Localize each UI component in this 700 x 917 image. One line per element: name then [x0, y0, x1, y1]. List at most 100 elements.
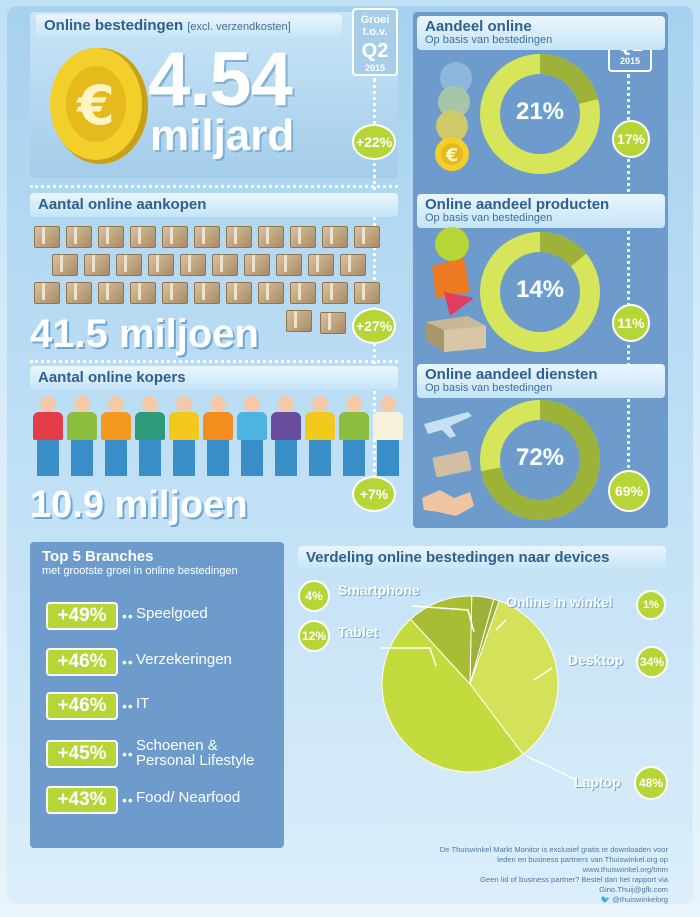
parcel-box-icon: [148, 254, 174, 276]
parcel-box-icon: [130, 226, 156, 248]
parcel-box-icon: [212, 254, 238, 276]
growth-tag-line1: Groei: [360, 14, 390, 26]
pie-leader-lines: [380, 605, 577, 781]
svg-text:€: €: [445, 145, 459, 166]
buyers-value: 10.9 miljoen: [30, 484, 248, 526]
share-products-title: Online aandeel producten: [425, 196, 610, 213]
growth-tag-line2: t.o.v.: [362, 26, 388, 38]
branch-growth: +45%: [46, 740, 118, 768]
parcel-box-icon: [258, 282, 284, 304]
laptop-label: Laptop: [574, 774, 621, 790]
desktop-pct: 34%: [636, 646, 668, 678]
desktop-label: Desktop: [568, 652, 624, 668]
branch-label: IT: [136, 695, 150, 712]
parcel-box-icon: [180, 254, 206, 276]
footer-twitter-handle[interactable]: @thuiswinkelorg: [612, 895, 668, 904]
euro-coin-icon: €: [50, 48, 148, 164]
parcel-box-icon: [162, 226, 188, 248]
buyers-title: Aantal online kopers: [30, 366, 398, 390]
parcel-box-icon: [98, 226, 124, 248]
person-icon: [168, 396, 200, 476]
parcel-box-icon: [308, 254, 334, 276]
branch-label: Food/ Nearfood: [136, 789, 241, 806]
footer-line3: Geen lid of business partner? Bestel dan…: [480, 875, 668, 894]
share-services-header: Online aandeel diensten Op basis van bes…: [417, 364, 665, 398]
branch-growth: +46%: [46, 648, 118, 676]
parcel-box-icon: [162, 282, 188, 304]
parcel-box-icon: [130, 282, 156, 304]
share-online-value: 21%: [515, 98, 565, 125]
person-icon: [270, 396, 302, 476]
svg-text:€: €: [75, 74, 115, 137]
branch-connector: ••: [122, 746, 134, 762]
pie-slice-laptop: [381, 618, 524, 773]
branch-connector: ••: [122, 654, 134, 670]
parcel-box-icon: [34, 226, 60, 248]
share-products-hole: [501, 253, 579, 331]
purchases-title: Aantal online aankopen: [30, 193, 398, 217]
share-products-donut: [480, 232, 600, 352]
person-icon: [338, 396, 370, 476]
growth-tag-line4: 2015: [364, 63, 386, 73]
share-products-header: Online aandeel producten Op basis van be…: [417, 194, 665, 228]
laptop-pct: 48%: [634, 766, 668, 800]
branch-growth: +49%: [46, 602, 118, 630]
branch-growth: +46%: [46, 692, 118, 720]
airplane-icon: [422, 412, 474, 516]
smartphone-pct: 4%: [298, 580, 330, 612]
share-services-donut: [480, 400, 600, 520]
handshake-icon: [422, 490, 474, 516]
parcel-box-icon: [226, 282, 252, 304]
person-icon: [134, 396, 166, 476]
share-online-hole: [501, 75, 579, 153]
spend-note: [excl. verzendkosten]: [187, 21, 291, 33]
pie-slice-desktop: [469, 600, 559, 755]
branch-connector: ••: [122, 698, 134, 714]
smartphone-label: Smartphone: [338, 582, 420, 598]
share-online-subtitle: Op basis van bestedingen: [425, 34, 553, 46]
parcel-box-icon: [276, 254, 302, 276]
share-services-title: Online aandeel diensten: [425, 366, 598, 383]
parcel-box-icon: [34, 282, 60, 304]
parcel-box-icon: [258, 226, 284, 248]
in-store-label: Online in winkel: [506, 594, 613, 610]
devices-pie-chart: [381, 595, 559, 773]
share-services-subtitle: Op basis van bestedingen: [425, 382, 553, 394]
pie-slice-tablet: [409, 595, 473, 686]
share-services-segment: [481, 400, 600, 520]
parcel-box-icon: [290, 226, 316, 248]
footer-note: De Thuiswinkel Markt Monitor is exclusie…: [420, 845, 668, 905]
person-icon: [66, 396, 98, 476]
q2-tag-line2: 2015: [619, 56, 641, 66]
share-products-segment: [540, 232, 587, 267]
share-services-value: 72%: [515, 444, 565, 471]
parcel-box-icon: [194, 226, 220, 248]
in-store-pct: 1%: [636, 590, 666, 620]
share-products-previous: 11%: [612, 304, 650, 342]
branch-growth: +43%: [46, 786, 118, 814]
parcel-box-icon: [66, 282, 92, 304]
parcel-box-icon: [52, 254, 78, 276]
parcel-box-icon: [322, 226, 348, 248]
parcel-box-icon: [98, 282, 124, 304]
spend-title-strip: Online bestedingen [excl. verzendkosten]: [36, 14, 342, 38]
parcel-box-icon: [244, 254, 270, 276]
branch-label: Schoenen &: [136, 737, 218, 754]
share-products-subtitle: Op basis van bestedingen: [425, 212, 553, 224]
person-icon: [32, 396, 64, 476]
parcel-box-icon: [84, 254, 110, 276]
person-icon: [372, 396, 404, 476]
divider-2: [30, 360, 398, 363]
share-online-header: Aandeel online Op basis van bestedingen: [417, 16, 665, 50]
products-shapes-icon: [426, 227, 486, 352]
share-online-segment: [540, 54, 599, 105]
twitter-icon: 🐦: [600, 895, 613, 904]
spend-value: 4.54: [148, 37, 293, 122]
coin-stack-icon: €: [435, 62, 472, 171]
person-icon: [202, 396, 234, 476]
person-icon: [236, 396, 268, 476]
parcel-box-icon: [226, 226, 252, 248]
parcel-box-icon: [66, 226, 92, 248]
tablet-pct: 12%: [298, 620, 330, 652]
parcel-box-icon: [354, 226, 380, 248]
